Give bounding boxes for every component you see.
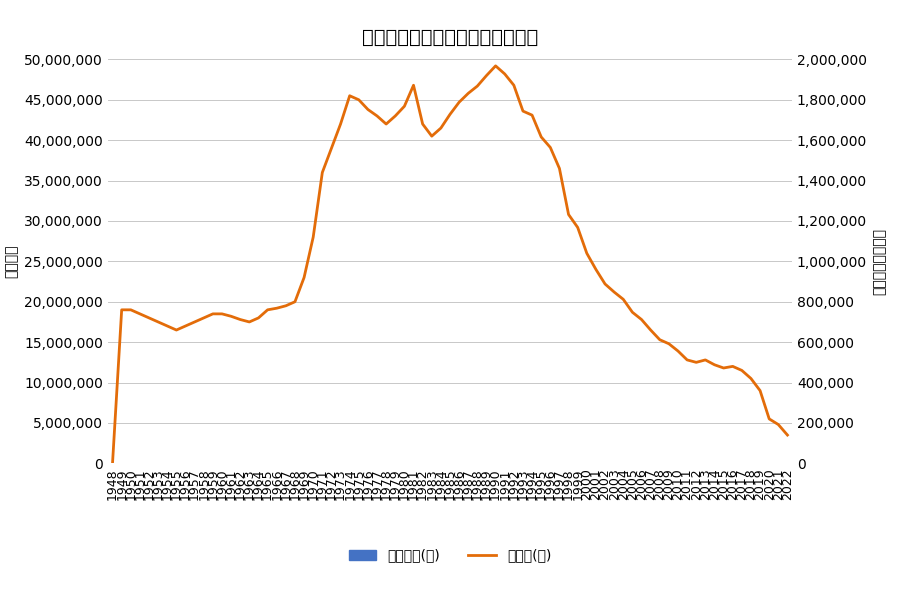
入場数(人)	[162, 323, 173, 330]
Line: 入場数(人): 入場数(人)	[112, 66, 788, 463]
入場数(人)	[491, 62, 501, 69]
Y-axis label: 来場者数: 来場者数	[4, 245, 19, 278]
入場数(人)	[718, 365, 729, 372]
入場数(人)	[654, 336, 665, 343]
入場数(人)	[627, 309, 638, 316]
Title: 競輪場の売上高と来場者数の推移: 競輪場の売上高と来場者数の推移	[362, 28, 538, 47]
Y-axis label: 売上高（百万円）: 売上高（百万円）	[873, 228, 886, 295]
Legend: 車券売上(円), 入場数(人): 車券売上(円), 入場数(人)	[343, 543, 557, 568]
入場数(人)	[645, 327, 656, 334]
入場数(人)	[672, 347, 683, 355]
入場数(人)	[107, 459, 118, 466]
入場数(人)	[782, 431, 793, 438]
